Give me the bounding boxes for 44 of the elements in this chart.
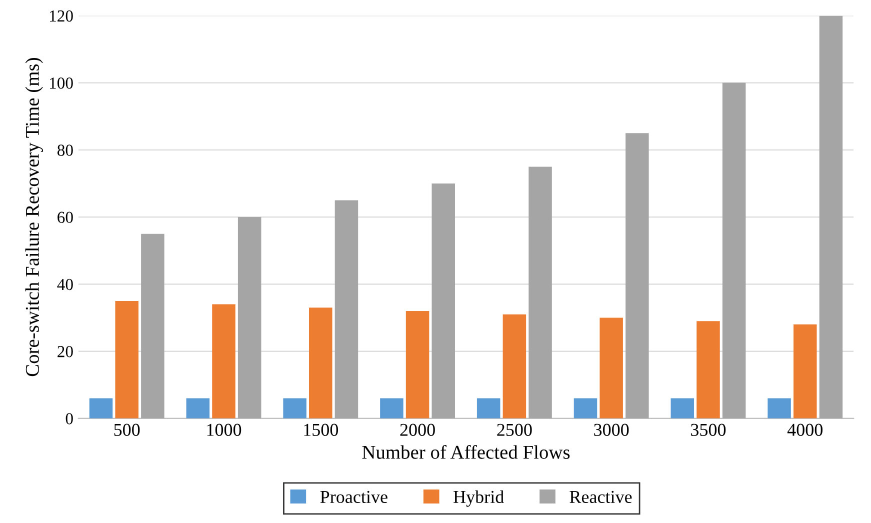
bar	[283, 398, 306, 418]
x-tick-label: 3500	[691, 424, 726, 436]
x-tick-label: 500	[114, 424, 140, 436]
bar	[768, 398, 791, 418]
bar	[696, 321, 720, 418]
bar	[115, 300, 138, 418]
x-tick-label: 3000	[594, 424, 629, 436]
bar	[432, 183, 456, 418]
x-tick-label: 2500	[497, 424, 532, 436]
bar	[794, 324, 817, 418]
x-tick-label: 2000	[400, 424, 435, 436]
bar	[406, 311, 430, 418]
bar	[502, 314, 526, 418]
bar	[238, 217, 262, 418]
bar	[574, 398, 598, 418]
y-tick-label: 60	[58, 212, 73, 223]
legend-label: Reactive	[570, 490, 632, 504]
y-tick-label: 80	[58, 144, 73, 156]
bar	[476, 398, 500, 418]
x-axis-title: Number of Affected Flows	[362, 444, 570, 459]
x-tick-label: 4000	[787, 424, 822, 436]
bar	[722, 82, 746, 418]
bar	[186, 398, 210, 418]
bar	[334, 200, 358, 418]
bar	[212, 304, 236, 418]
y-tick-label: 40	[57, 278, 73, 290]
y-axis-title: Core-switch Failure Recovery Time (ms)	[25, 58, 43, 376]
legend-label: Hybrid	[454, 490, 504, 507]
bar	[528, 166, 552, 418]
y-tick-label: 20	[58, 346, 73, 358]
x-tick-label: 1000	[207, 424, 242, 436]
bar	[141, 234, 164, 418]
bar	[819, 16, 843, 418]
y-tick-label: 100	[50, 78, 73, 89]
bar	[380, 398, 404, 418]
bar	[626, 133, 649, 418]
x-tick-label: 1500	[304, 424, 338, 436]
y-tick-label: 0	[66, 413, 73, 424]
legend-label: Proactive	[320, 490, 388, 504]
bar	[309, 308, 332, 418]
bar	[670, 398, 694, 418]
bar	[600, 318, 623, 418]
bar	[89, 398, 113, 418]
y-tick-label: 120	[50, 10, 73, 22]
